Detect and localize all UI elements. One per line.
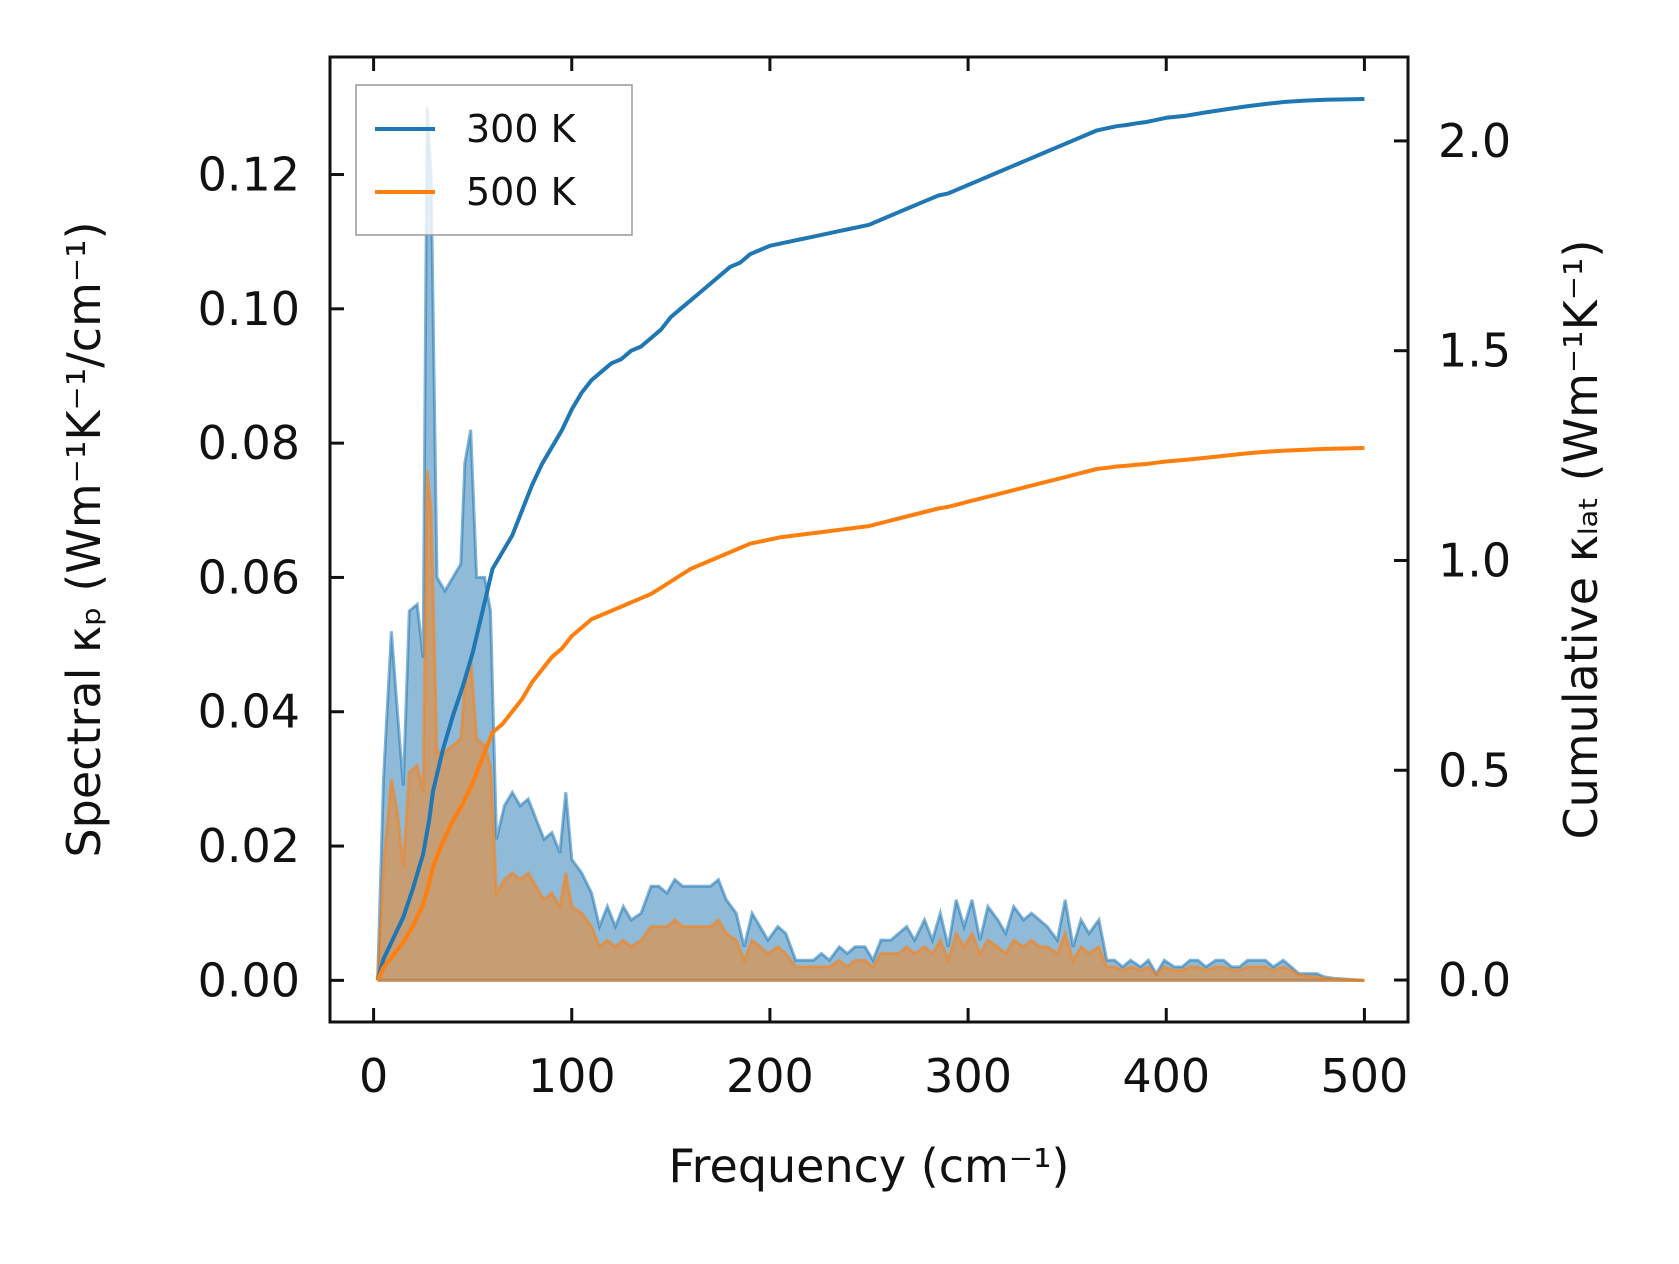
legend-box [355, 84, 633, 236]
x-axis-title: Frequency (cm⁻¹) [669, 1139, 1070, 1193]
right-axis-title: Cumulative κₗₐₜ (Wm⁻¹K⁻¹) [1554, 240, 1608, 840]
x-tick-label-500: 500 [1320, 1049, 1408, 1103]
x-axis-ticks: 0 100 200 300 400 500 [359, 57, 1408, 1103]
right-tick-label-4: 2.0 [1438, 114, 1511, 168]
x-tick-label-300: 300 [924, 1049, 1012, 1103]
spectral-edge-300k [376, 107, 1365, 982]
right-axis-ticks: 0.0 0.5 1.0 1.5 2.0 [1394, 114, 1511, 1007]
plot-frame [328, 55, 1410, 1024]
legend-label-300k: 300 K [466, 107, 577, 151]
cumulative-line-500k [375, 446, 1365, 981]
left-axis-title: Spectral κₚ (Wm⁻¹K⁻¹/cm⁻¹) [57, 221, 111, 857]
spectral-edge-500k [376, 469, 1365, 982]
spectral-area-500k [377, 470, 1365, 981]
left-tick-label-2: 0.04 [198, 685, 300, 739]
left-tick-label-5: 0.10 [198, 282, 300, 336]
left-tick-label-1: 0.02 [198, 819, 300, 873]
left-tick-label-0: 0.00 [198, 953, 300, 1007]
spectral-fill-layer [377, 107, 1365, 981]
right-tick-label-2: 1.0 [1438, 533, 1511, 587]
x-tick-label-400: 400 [1122, 1049, 1210, 1103]
left-tick-label-6: 0.12 [198, 148, 300, 202]
left-tick-label-4: 0.08 [198, 416, 300, 470]
legend-label-500k: 500 K [466, 170, 577, 214]
x-tick-label-200: 200 [726, 1049, 814, 1103]
x-tick-label-0: 0 [359, 1049, 388, 1103]
x-tick-label-100: 100 [528, 1049, 616, 1103]
spectral-edge-layer [376, 107, 1365, 982]
left-axis-ticks: 0.00 0.02 0.04 0.06 0.08 0.10 0.12 [198, 148, 344, 1007]
spectral-area-300k [377, 107, 1365, 981]
right-tick-label-0: 0.0 [1438, 953, 1511, 1007]
cumulative-line-300k [375, 97, 1365, 981]
cumulative-line-layer [375, 97, 1365, 981]
left-tick-label-3: 0.06 [198, 550, 300, 604]
right-tick-label-1: 0.5 [1438, 743, 1511, 797]
legend: 300 K 500 K [355, 84, 633, 236]
right-tick-label-3: 1.5 [1438, 324, 1511, 378]
